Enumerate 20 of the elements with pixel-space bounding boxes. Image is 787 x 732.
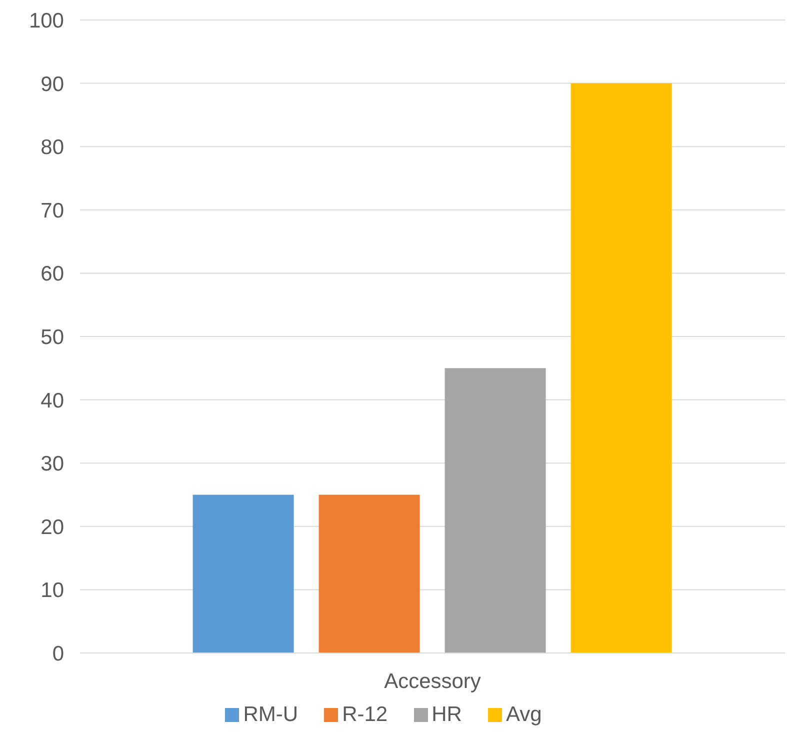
legend-label: Avg: [506, 703, 542, 726]
bar: [318, 494, 420, 653]
x-tick-label: Accessory: [384, 670, 482, 693]
bar: [444, 368, 546, 653]
y-tick-label: 100: [28, 9, 64, 32]
y-tick-label: 90: [40, 72, 64, 96]
y-tick-label: 60: [40, 262, 64, 286]
y-tick-label: 70: [40, 199, 64, 222]
y-tick-label: 40: [40, 389, 64, 412]
legend-label: RM-U: [243, 703, 298, 726]
y-tick-label: 20: [40, 516, 64, 539]
legend-label: R-12: [342, 703, 388, 726]
y-tick-label: 0: [52, 642, 64, 666]
legend-label: HR: [432, 703, 462, 726]
y-tick-label: 80: [40, 136, 64, 160]
y-tick-label: 30: [40, 452, 64, 476]
bar: [192, 494, 294, 653]
y-tick-label: 50: [40, 326, 64, 349]
y-tick-label: 10: [40, 579, 64, 602]
bar: [570, 83, 672, 653]
